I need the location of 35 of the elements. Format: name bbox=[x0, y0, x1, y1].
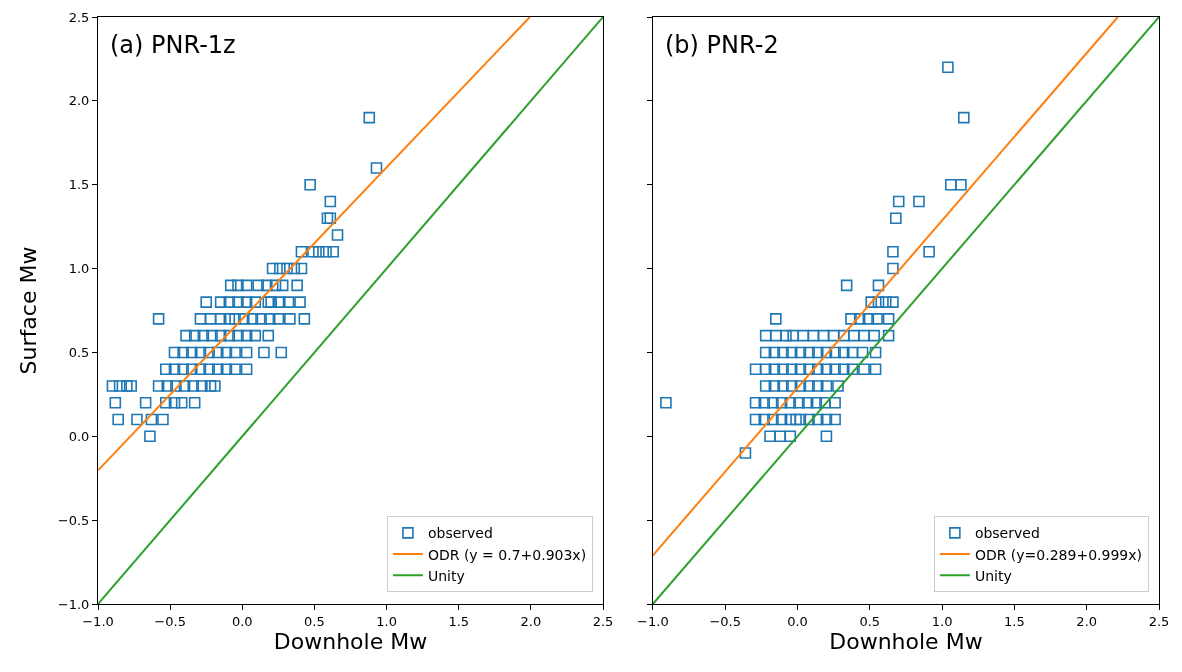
y-tick-label: −1.0 bbox=[57, 596, 90, 612]
y-tick-label: 0.0 bbox=[68, 428, 90, 444]
y-tick-label: 1.0 bbox=[68, 261, 90, 277]
x-tick-label: 0.5 bbox=[859, 613, 881, 629]
x-tick-label: 1.5 bbox=[448, 613, 470, 629]
x-tick-label: 0.5 bbox=[304, 613, 325, 629]
x-tick-label: 0.0 bbox=[787, 613, 808, 629]
text: (b) PNR-2 bbox=[665, 31, 779, 59]
x-tick-label: 2.0 bbox=[1076, 613, 1098, 629]
y-tick-label: −0.5 bbox=[57, 512, 90, 528]
legend-label: ODR (y=0.289+0.999x) bbox=[974, 546, 1142, 563]
legend-label: ODR (y = 0.7+0.903x) bbox=[427, 546, 587, 563]
y-tick-label: 2.0 bbox=[68, 93, 90, 109]
legend-label: observed bbox=[427, 525, 493, 542]
x-tick-label: 0.0 bbox=[231, 613, 253, 629]
x-tick-label: 1.5 bbox=[1004, 613, 1025, 629]
x-tick-label: −1.0 bbox=[82, 613, 114, 629]
text: (a) PNR-1z bbox=[110, 31, 236, 59]
x-tick-label: −0.5 bbox=[709, 613, 741, 629]
x-tick-label: 2.0 bbox=[520, 613, 542, 629]
x-axis-title: Downhole Mw bbox=[829, 629, 983, 655]
x-tick-label: −0.5 bbox=[154, 613, 186, 629]
x-axis-title: Downhole Mw bbox=[273, 629, 428, 655]
y-axis-title: Surface Mw bbox=[15, 246, 41, 375]
legend-label: observed bbox=[974, 525, 1040, 542]
legend-label: Unity bbox=[427, 567, 465, 584]
x-tick-label: −1.0 bbox=[637, 613, 669, 629]
x-tick-label: 2.5 bbox=[1148, 613, 1170, 629]
x-tick-label: 2.5 bbox=[592, 613, 614, 629]
y-tick-label: 1.5 bbox=[68, 177, 90, 193]
y-tick-label: 2.5 bbox=[68, 9, 90, 25]
x-tick-label: 1.0 bbox=[931, 613, 953, 629]
x-tick-label: 1.0 bbox=[376, 613, 397, 629]
legend-label: Unity bbox=[974, 567, 1012, 584]
y-tick-label: 0.5 bbox=[68, 344, 90, 360]
